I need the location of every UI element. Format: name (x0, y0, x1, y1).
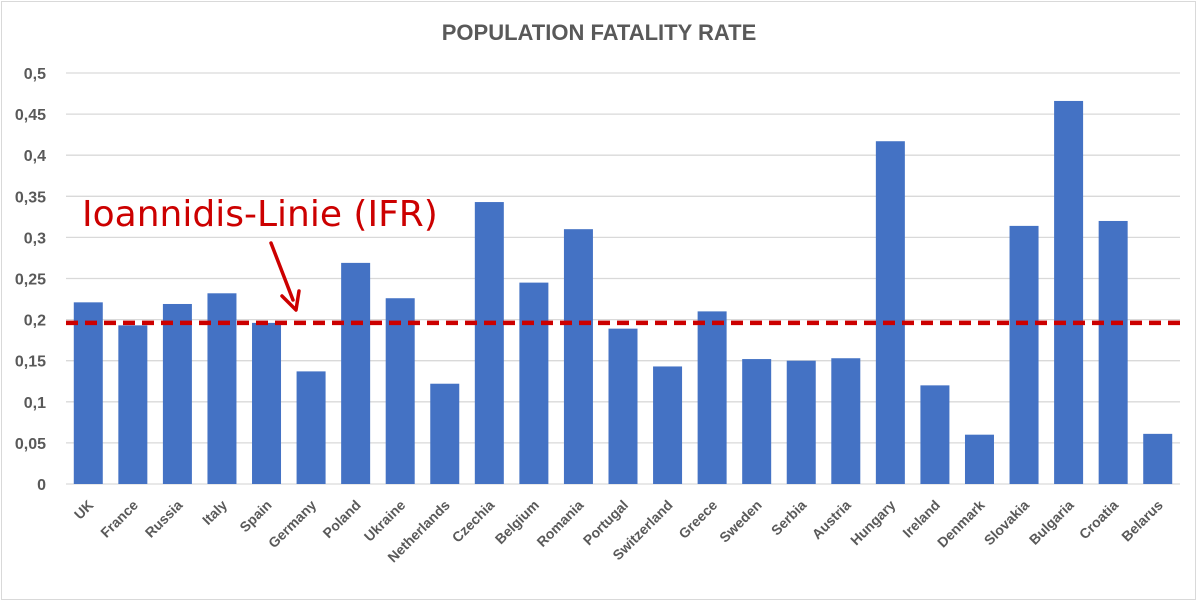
y-tick-label: 0,35 (15, 189, 46, 206)
bar-slovakia (1009, 225, 1039, 484)
bar-hungary (875, 141, 905, 484)
x-tick-label: Poland (319, 497, 363, 541)
gridlines (66, 72, 1180, 485)
y-tick-label: 0,05 (15, 436, 46, 453)
bar-belarus (1143, 433, 1173, 484)
x-tick-label: Romania (533, 497, 586, 550)
bar-romania (563, 229, 593, 484)
bars (73, 100, 1173, 484)
bar-spain (252, 322, 282, 484)
bar-serbia (786, 360, 816, 484)
x-tick-label: Greece (675, 497, 720, 542)
bar-bulgaria (1054, 100, 1084, 484)
x-tick-label: Belarus (1118, 497, 1166, 545)
arrow-shaft (269, 241, 295, 302)
x-tick-label: Bulgaria (1026, 497, 1077, 548)
bar-croatia (1098, 220, 1128, 484)
x-tick-label: Italy (199, 497, 230, 528)
y-tick-label: 0,3 (24, 230, 46, 247)
x-tick-label: Serbia (768, 497, 810, 539)
bar-uk (73, 302, 103, 484)
y-tick-label: 0,4 (24, 148, 46, 165)
x-tick-label: France (97, 497, 141, 541)
y-tick-label: 0,45 (15, 107, 46, 124)
bar-austria (831, 358, 861, 484)
bar-denmark (964, 434, 994, 484)
y-tick-label: 0,25 (15, 272, 46, 289)
bar-france (118, 325, 148, 484)
bar-switzerland (653, 366, 683, 484)
x-tick-label: Germany (265, 497, 319, 551)
y-tick-label: 0,15 (15, 354, 46, 371)
x-tick-label: Spain (236, 497, 274, 535)
bar-portugal (608, 328, 638, 484)
x-tick-label: Czechia (449, 497, 498, 546)
x-tick-label: Hungary (847, 497, 899, 549)
x-tick-label: Russia (142, 497, 186, 541)
bar-czechia (474, 202, 504, 484)
x-tick-label: UK (71, 497, 97, 523)
bar-greece (697, 311, 727, 484)
x-tick-label: Slovakia (981, 497, 1033, 549)
bar-russia (162, 303, 192, 484)
bar-poland (341, 262, 371, 484)
y-tick-label: 0,1 (24, 395, 46, 412)
chart-title: POPULATION FATALITY RATE (442, 20, 757, 45)
annotation-arrow (269, 241, 301, 312)
bar-ireland (920, 385, 950, 484)
x-tick-label: Denmark (934, 497, 988, 551)
y-axis-ticks: 0 0,05 0,1 0,15 0,2 0,25 0,3 0,35 0,4 0,45 0,5 (15, 66, 46, 494)
x-tick-label: Sweden (716, 497, 765, 546)
y-tick-label: 0,5 (24, 66, 46, 83)
bar-germany (296, 371, 326, 484)
annotation-label: Ioannidis-Linie (IFR) (82, 194, 438, 235)
x-tick-label: Ireland (899, 497, 943, 541)
bar-netherlands (430, 383, 460, 484)
bar-belgium (519, 282, 549, 484)
y-tick-label: 0,2 (24, 313, 46, 330)
x-tick-label: Croatia (1076, 497, 1122, 543)
bar-ukraine (385, 298, 415, 484)
y-tick-label: 0 (37, 477, 46, 494)
arrow-head-icon (280, 289, 301, 312)
bar-sweden (742, 359, 772, 484)
